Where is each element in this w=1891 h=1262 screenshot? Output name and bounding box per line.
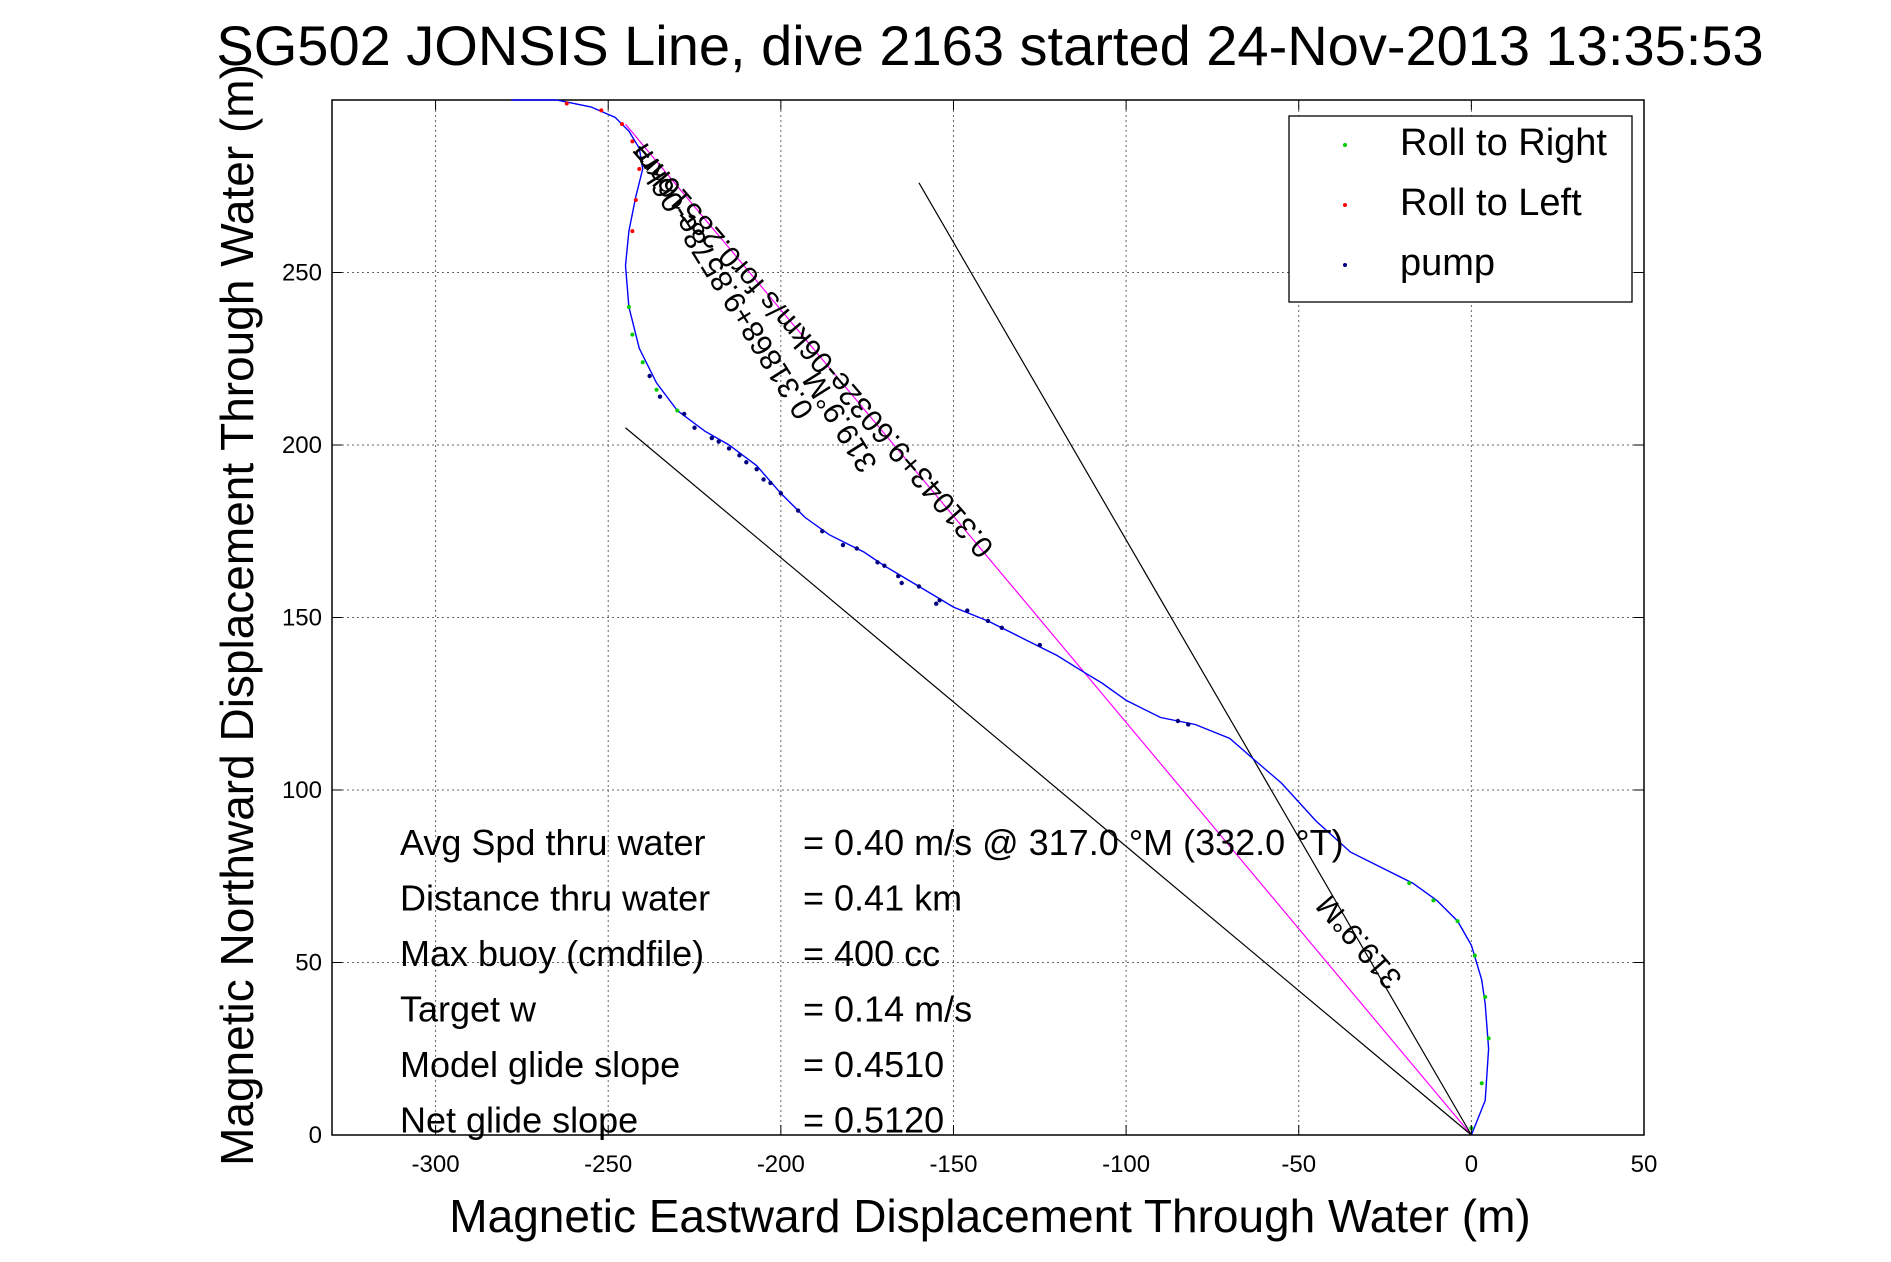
stat-value: = 0.40 m/s @ 317.0 °M (332.0 °T) <box>803 822 1344 863</box>
pump-point <box>716 439 721 444</box>
stat-label: Model glide slope <box>400 1044 680 1085</box>
y-tick-label: 100 <box>282 777 322 804</box>
legend-marker <box>1343 263 1347 267</box>
roll-left-point <box>633 198 638 203</box>
reference-line-black-2 <box>625 427 1472 1136</box>
x-tick-label: 50 <box>1631 1151 1658 1178</box>
roll-right-point <box>1479 1081 1484 1086</box>
stat-label: Net glide slope <box>400 1100 638 1141</box>
pump-point <box>692 425 697 430</box>
pump-point <box>744 460 749 465</box>
legend: Roll to Right Roll to Left pump <box>1288 115 1633 303</box>
pump-point <box>647 373 652 379</box>
roll-right-point <box>626 305 631 309</box>
pump-point <box>768 480 773 486</box>
track-markers <box>564 101 1491 1131</box>
stat-label: Avg Spd thru water <box>400 822 706 863</box>
roll-right-point <box>1455 919 1460 924</box>
roll-left-point <box>637 167 642 171</box>
stat-value: = 0.41 km <box>803 878 962 919</box>
pump-point <box>985 618 991 624</box>
pump-point <box>754 466 759 472</box>
reference-lines <box>625 123 1472 1136</box>
roll-right-point <box>675 408 680 413</box>
y-tick-label: 150 <box>282 605 322 632</box>
stat-value: = 400 cc <box>803 933 940 974</box>
roll-right-point <box>1407 881 1412 886</box>
chart-title: SG502 JONSIS Line, dive 2163 started 24-… <box>216 14 1763 77</box>
x-axis-ticks: -300 -250 -200 -150 -100 -50 0 50 <box>412 100 1658 1178</box>
pump-point <box>778 491 784 496</box>
glider-track <box>511 99 1490 1136</box>
roll-left-point <box>630 229 635 234</box>
pump-point <box>726 446 732 451</box>
x-tick-label: -150 <box>929 1151 977 1178</box>
y-tick-label: 200 <box>282 432 322 459</box>
pump-point <box>681 411 687 417</box>
stats-panel: Avg Spd thru water = 0.40 m/s @ 317.0 °M … <box>400 822 1344 1141</box>
legend-items: Roll to Right Roll to Left pump <box>1343 122 1607 284</box>
x-tick-label: -250 <box>584 1151 632 1178</box>
pump-point <box>937 598 942 603</box>
pump-point <box>899 580 904 586</box>
roll-right-point <box>1486 1036 1491 1041</box>
pump-point <box>1186 722 1191 727</box>
pump-point <box>1175 718 1181 724</box>
roll-right-point <box>630 332 635 337</box>
roll-right-point <box>654 387 659 392</box>
pump-point <box>916 584 922 589</box>
x-tick-label: 0 <box>1465 1151 1478 1178</box>
legend-marker <box>1343 203 1347 207</box>
legend-label: pump <box>1400 242 1495 284</box>
roll-right-point <box>640 360 645 365</box>
y-axis-ticks: 0 50 100 150 200 250 <box>282 260 1644 1149</box>
x-tick-label: -200 <box>757 1151 805 1178</box>
pump-point <box>1037 642 1042 648</box>
pump-point <box>999 625 1005 631</box>
pump-point <box>761 477 766 482</box>
reference-line-magenta <box>625 123 1472 1136</box>
roll-left-point <box>630 139 635 144</box>
roll-left-point <box>620 122 625 127</box>
stat-value: = 0.4510 <box>803 1044 944 1085</box>
track-line <box>511 99 1490 1136</box>
pump-point <box>854 546 859 551</box>
pump-point <box>737 453 742 458</box>
roll-right-point <box>1483 995 1488 999</box>
roll-right-point <box>1472 953 1477 958</box>
legend-label: Roll to Left <box>1400 182 1582 224</box>
stat-value: = 0.14 m/s <box>803 989 972 1030</box>
y-tick-label: 50 <box>295 950 322 977</box>
stat-label: Max buoy (cmdfile) <box>400 933 704 974</box>
y-tick-label: 0 <box>309 1122 322 1149</box>
grid-lines <box>332 100 1644 1135</box>
pump-point <box>840 542 846 548</box>
roll-right-point <box>1431 898 1436 903</box>
roll-left-point <box>564 101 569 106</box>
pump-point <box>896 573 901 579</box>
pump-point <box>875 560 880 565</box>
x-tick-label: -50 <box>1281 1151 1316 1178</box>
x-axis-label: Magnetic Eastward Displacement Through W… <box>449 1190 1530 1242</box>
pump-point <box>657 394 663 399</box>
pump-point <box>820 529 825 534</box>
roll-left-point <box>599 108 604 113</box>
legend-label: Roll to Right <box>1400 122 1607 164</box>
pump-point <box>965 608 970 613</box>
pump-point <box>795 508 801 513</box>
pump-point <box>882 563 887 568</box>
legend-box <box>1288 115 1633 303</box>
pump-point <box>934 601 939 606</box>
stat-value: = 0.5120 <box>803 1100 944 1141</box>
pump-point <box>709 435 714 441</box>
reference-line-black-1 <box>918 182 1472 1136</box>
x-tick-label: -300 <box>412 1151 460 1178</box>
y-tick-label: 250 <box>282 260 322 287</box>
stat-label: Distance thru water <box>400 878 710 919</box>
stat-label: Target w <box>400 989 537 1030</box>
x-tick-label: -100 <box>1102 1151 1150 1178</box>
legend-marker <box>1343 143 1347 147</box>
y-axis-label: Magnetic Northward Displacement Through … <box>211 64 263 1166</box>
